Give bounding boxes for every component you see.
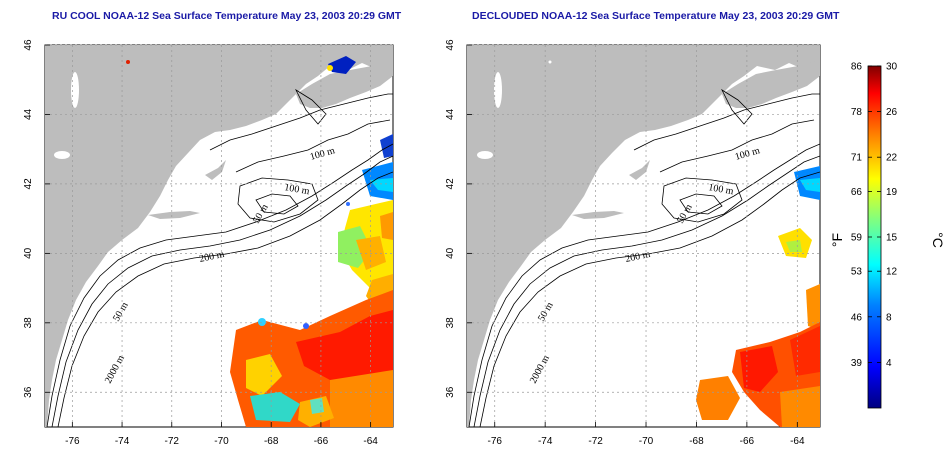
right-lake: [477, 151, 493, 159]
left-nova-scotia: [296, 60, 393, 108]
left-bathymetry-contours: [46, 88, 393, 427]
right-lake: [494, 72, 502, 108]
left-lat-tick-label: 44: [23, 108, 34, 120]
right-lon-tick-label: -70: [639, 436, 654, 447]
left-lat-tick-label: 40: [23, 247, 34, 259]
right-lon-tick-label: -68: [689, 436, 704, 447]
right-lon-tick-label: -74: [538, 436, 553, 447]
left-lat-tick-label: 42: [23, 178, 34, 190]
colorbar-celsius-label: 30: [886, 62, 898, 73]
colorbar-celsius-label: 8: [886, 312, 892, 323]
right-lon-tick-label: -66: [740, 436, 755, 447]
right-lon-tick-label: -64: [790, 436, 805, 447]
left-lat-tick-label: 36: [23, 386, 34, 398]
colorbar-fahrenheit-label: 86: [851, 62, 863, 73]
left-contour-label-200m: 200 m: [198, 249, 225, 265]
left-lake: [71, 72, 79, 108]
left-long-island: [148, 211, 200, 219]
colorbar-fahrenheit-label: 71: [851, 153, 863, 164]
right-contour-label-200m: 200 m: [624, 249, 651, 265]
left-cape-cod: [205, 160, 226, 180]
right-lat-tick-label: 36: [445, 386, 456, 398]
colorbar-fahrenheit-label: 59: [851, 233, 863, 244]
left-lat-tick-label: 38: [23, 317, 34, 329]
right-long-island: [572, 211, 624, 219]
right-bathymetry-contours: [468, 88, 820, 427]
left-lon-tick-label: -74: [115, 436, 130, 447]
left-lake: [54, 151, 70, 159]
left-lon-tick-label: -76: [65, 436, 80, 447]
right-nova-scotia: [722, 60, 820, 108]
left-lon-tick-label: -70: [214, 436, 229, 447]
right-lon-tick-label: -72: [588, 436, 603, 447]
colorbar-celsius-label: 15: [886, 233, 898, 244]
colorbar-celsius-label: 26: [886, 107, 898, 118]
left-sst-imagery: [126, 56, 393, 427]
right-map-panel: 100 m 100 m 50 m 200 m 50 m 2000 m: [466, 44, 821, 428]
left-contour-label-100m-georges: 100 m: [283, 182, 310, 197]
colorbar-celsius-label: 4: [886, 358, 892, 369]
colorbar: °F °C 30 86 26 78 22 71 19 66 15 59 12 53 8 46 4 39: [829, 62, 946, 409]
right-lat-tick-label: 42: [445, 178, 456, 190]
left-map-panel: 100 m 100 m 50 m 200 m 50 m 2000 m: [44, 44, 394, 428]
left-lon-tick-label: -68: [264, 436, 279, 447]
colorbar-fahrenheit-label: 66: [851, 187, 863, 198]
colorbar-celsius-label: 12: [886, 267, 898, 278]
left-lon-tick-label: -72: [165, 436, 180, 447]
right-lon-tick-label: -76: [488, 436, 503, 447]
colorbar-fahrenheit-label: 78: [851, 107, 863, 118]
colorbar-fahrenheit-unit: °F: [829, 233, 845, 247]
colorbar-fahrenheit-label: 53: [851, 267, 863, 278]
right-lat-tick-label: 44: [445, 108, 456, 120]
colorbar-celsius-label: 22: [886, 153, 898, 164]
right-cape-cod: [629, 160, 650, 180]
right-lat-tick-label: 38: [445, 317, 456, 329]
left-lon-tick-label: -66: [314, 436, 329, 447]
left-lon-tick-label: -64: [363, 436, 378, 447]
right-contour-label-100m-georges: 100 m: [707, 182, 734, 197]
right-sst-imagery: [547, 59, 820, 427]
colorbar-celsius-unit: °C: [930, 232, 946, 248]
colorbar-celsius-label: 19: [886, 187, 898, 198]
left-map-title: RU COOL NOAA-12 Sea Surface Temperature …: [52, 10, 402, 22]
right-land-mass: [467, 45, 820, 427]
left-lat-tick-label: 46: [23, 39, 34, 51]
right-lat-tick-label: 40: [445, 247, 456, 259]
colorbar-fahrenheit-label: 46: [851, 312, 863, 323]
left-land-mass: [45, 45, 393, 427]
right-map-title: DECLOUDED NOAA-12 Sea Surface Temperatur…: [472, 10, 840, 22]
right-lat-tick-label: 46: [445, 39, 456, 51]
colorbar-fahrenheit-label: 39: [851, 358, 863, 369]
